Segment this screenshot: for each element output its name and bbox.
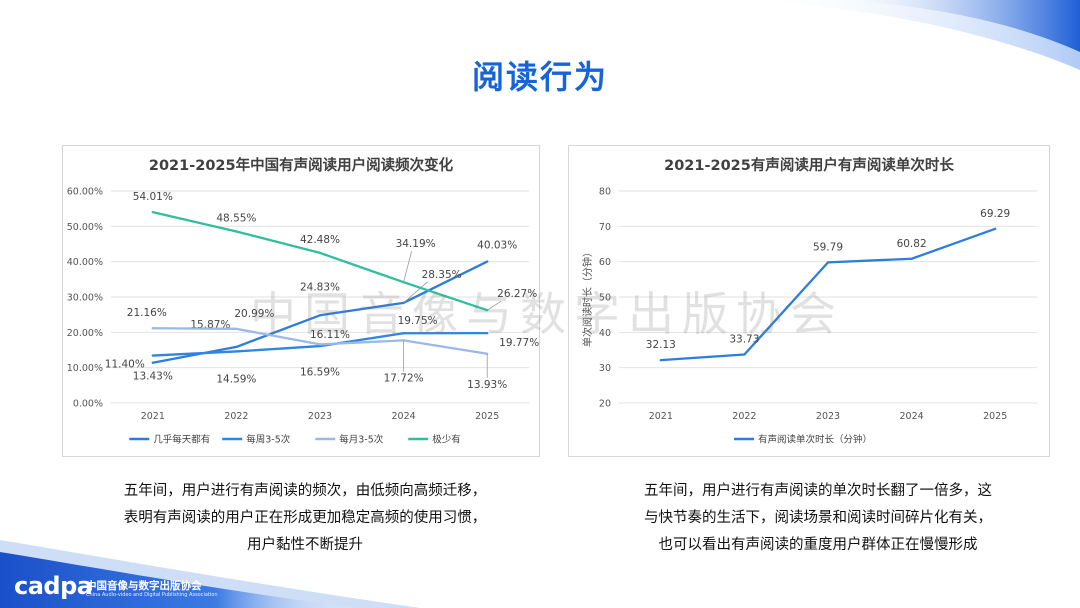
- frequency-chart: 2021-2025年中国有声阅读用户阅读频次变化 0.00% 10.00% 20.00…: [67, 156, 539, 446]
- top-right-decoration: [750, 0, 1080, 70]
- data-label: 19.75%: [398, 315, 438, 327]
- data-point: [235, 230, 238, 233]
- data-point: [994, 227, 997, 231]
- data-label: 34.19%: [396, 238, 436, 250]
- data-label: 69.29: [980, 208, 1010, 220]
- data-label: 20.99%: [234, 308, 274, 320]
- caption-left: 五年间，用户进行有声阅读的频次，由低频向高频迁移， 表明有声阅读的用户正在形成更…: [70, 478, 540, 559]
- data-point: [318, 251, 322, 255]
- caption-left-line: 表明有声阅读的用户正在形成更加稳定高频的使用习惯，: [123, 510, 487, 526]
- caption-left-line: 用户黏性不断提升: [247, 537, 363, 553]
- data-label: 24.83%: [300, 281, 340, 293]
- caption-right-line: 与快节奏的生活下，阅读场景和阅读时间碎片化有关，: [644, 510, 992, 526]
- y-tick-label: 60.00%: [67, 187, 103, 198]
- data-point: [659, 358, 662, 362]
- data-label: 17.72%: [384, 372, 424, 384]
- y-tick-label: 40: [599, 328, 611, 339]
- legend-label: 每周3-5次: [246, 434, 291, 446]
- page-title: 阅读行为: [471, 58, 608, 96]
- x-tick-label: 2023: [308, 411, 332, 422]
- logo-en-name: China Audio-video and Digital Publishing…: [86, 592, 218, 598]
- caption-right: 五年间，用户进行有声阅读的单次时长翻了一倍多，这 与快节奏的生活下，阅读场景和阅…: [583, 478, 1053, 559]
- y-tick-label: 50.00%: [67, 222, 103, 233]
- y-tick-label: 10.00%: [67, 363, 103, 374]
- y-tick-label: 20: [599, 399, 611, 410]
- data-label: 14.59%: [216, 373, 256, 385]
- data-label: 28.35%: [422, 269, 462, 281]
- y-tick-label: 60: [599, 257, 611, 268]
- x-tick-label: 2022: [224, 411, 248, 422]
- duration-chart: 2021-2025有声阅读用户有声阅读单次时长 20 30 40 50 60 70 80 202…: [581, 156, 1037, 446]
- data-point: [402, 332, 405, 335]
- data-point: [743, 353, 746, 356]
- y-tick-label: 50: [599, 293, 611, 304]
- caption-right-line: 也可以看出有声阅读的重度用户群体正在慢慢形成: [658, 537, 978, 553]
- x-tick-label: 2025: [475, 411, 499, 422]
- bottom-left-decoration: [0, 530, 420, 608]
- data-point: [318, 343, 322, 346]
- legend-label: 每月3-5次: [339, 434, 384, 446]
- data-point: [318, 314, 322, 317]
- data-point: [486, 260, 489, 263]
- data-label: 19.77%: [499, 337, 539, 349]
- data-point: [151, 361, 154, 364]
- caption-right-line: 五年间，用户进行有声阅读的单次时长翻了一倍多，这: [644, 483, 992, 499]
- data-label: 13.43%: [133, 371, 173, 383]
- data-label: 54.01%: [133, 191, 173, 203]
- x-tick-label: 2022: [732, 411, 756, 422]
- chart-panel-duration: 2021-2025有声阅读用户有声阅读单次时长 20 30 40 50 60 70 80 202…: [568, 145, 1050, 457]
- x-tick-label: 2023: [816, 411, 840, 422]
- label-leader: [403, 251, 412, 283]
- y-tick-label: 40.00%: [67, 257, 103, 268]
- data-point: [151, 327, 154, 330]
- data-label: 48.55%: [216, 212, 256, 224]
- data-label: 26.27%: [497, 288, 537, 300]
- watermark: 中国音像与数字出版协会: [250, 287, 844, 341]
- data-point: [486, 331, 489, 335]
- chart-title: 2021-2025年中国有声阅读用户阅读频次变化: [149, 156, 454, 174]
- data-label: 33.73: [729, 333, 759, 345]
- data-point: [151, 210, 154, 214]
- logo-cn-name: 中国音像与数字出版协会: [86, 580, 202, 592]
- data-label: 32.13: [646, 339, 676, 351]
- x-tick-label: 2025: [983, 411, 1007, 422]
- data-point: [402, 280, 405, 284]
- data-label: 16.11%: [310, 329, 350, 341]
- data-label: 11.40%: [105, 359, 145, 371]
- chart-panel-frequency: 2021-2025年中国有声阅读用户阅读频次变化 0.00% 10.00% 20.00…: [62, 145, 540, 457]
- y-tick-label: 70: [599, 222, 611, 233]
- legend-label: 几乎每天都有: [153, 434, 210, 446]
- y-tick-label: 20.00%: [67, 328, 103, 339]
- data-point: [826, 261, 830, 264]
- y-tick-label: 30.00%: [67, 293, 103, 304]
- data-point: [235, 350, 238, 353]
- legend-label: 有声阅读单次时长（分钟）: [758, 434, 872, 446]
- data-point: [235, 345, 238, 349]
- data-label: 16.59%: [300, 366, 340, 378]
- data-label: 59.79: [813, 241, 843, 253]
- data-point: [910, 257, 913, 260]
- x-tick-label: 2021: [141, 411, 165, 422]
- data-point: [235, 327, 238, 331]
- caption-left-line: 五年间，用户进行有声阅读的频次，由低频向高频迁移，: [123, 483, 487, 499]
- legend-label: 极少有: [432, 434, 461, 446]
- data-label: 13.93%: [467, 379, 507, 391]
- logo-wordmark: cadpa: [14, 572, 93, 600]
- label-leader: [486, 300, 502, 311]
- data-label: 40.03%: [477, 240, 517, 252]
- y-axis-label: 单次阅读时长（分钟）: [581, 247, 594, 347]
- x-tick-label: 2024: [392, 411, 416, 422]
- label-leader: [403, 281, 428, 304]
- data-point: [151, 354, 154, 357]
- y-tick-label: 80: [599, 187, 611, 198]
- data-label: 60.82: [897, 238, 927, 250]
- x-tick-label: 2024: [900, 411, 924, 422]
- data-label: 42.48%: [300, 234, 340, 246]
- x-tick-label: 2021: [649, 411, 673, 422]
- data-label: 21.16%: [127, 307, 167, 319]
- y-tick-label: 30: [599, 363, 611, 374]
- y-tick-label: 0.00%: [73, 399, 103, 410]
- chart-title: 2021-2025有声阅读用户有声阅读单次时长: [664, 156, 954, 174]
